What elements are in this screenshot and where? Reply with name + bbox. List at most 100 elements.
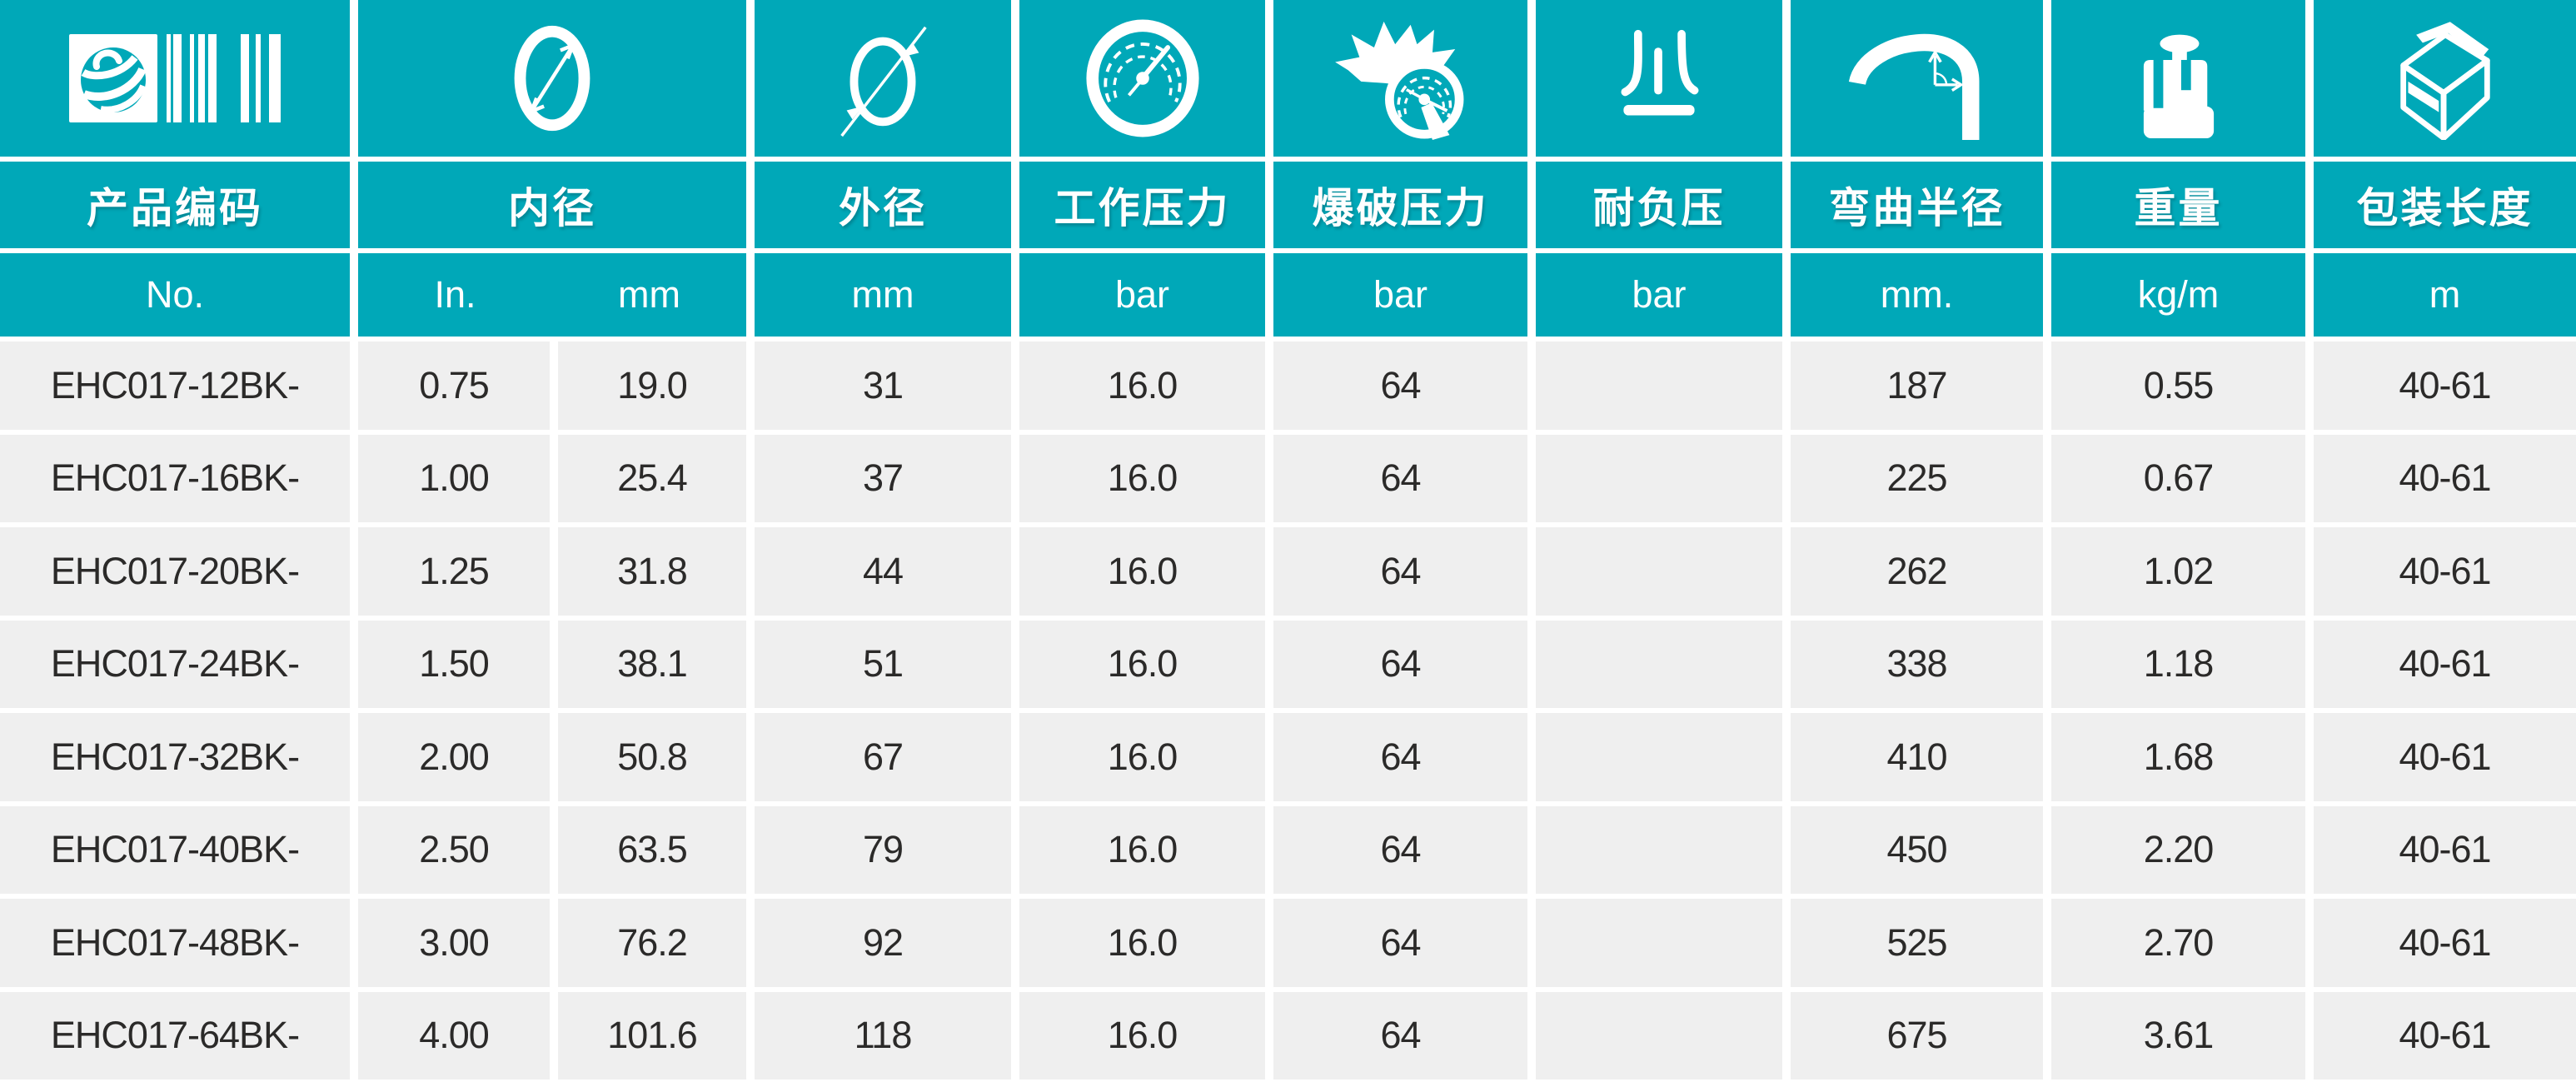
cell-burst-pressure: 64: [1273, 991, 1527, 1080]
cell-vacuum: [1536, 991, 1782, 1080]
unit-cell-mm-od: mm: [755, 253, 1011, 337]
label-cell-product-code: 产品编码: [0, 162, 350, 248]
cell-vacuum: [1536, 713, 1782, 801]
outer-diameter-icon: [840, 26, 927, 137]
icon-cell-outer-diameter: [755, 0, 1011, 157]
cell-product-code: EHC017-12BK-: [0, 342, 350, 430]
icon-cell-package-length: [2314, 0, 2576, 157]
package-length-icon: [2399, 22, 2490, 140]
icon-cell-bend-radius: [1791, 0, 2043, 157]
cell-inner-diameter-in: 2.50: [358, 805, 550, 894]
column-label: 爆破压力: [1312, 185, 1489, 232]
cell-working-pressure: 16.0: [1019, 899, 1265, 987]
inner-diameter-icon: [514, 25, 590, 132]
unit-label: m: [2429, 273, 2461, 316]
cell-bend-radius: 187: [1791, 342, 2043, 430]
icon-cell-working-pressure: [1019, 0, 1265, 157]
cell-inner-diameter-mm: 25.4: [558, 434, 746, 522]
icon-cell-vacuum: [1536, 0, 1782, 157]
logo-barcode-icon: [69, 34, 281, 122]
unit-label: bar: [1114, 273, 1170, 316]
cell-vacuum: [1536, 342, 1782, 430]
cell-inner-diameter-in: 0.75: [358, 342, 550, 430]
unit-label: mm: [618, 273, 680, 316]
cell-bend-radius: 525: [1791, 899, 2043, 987]
cell-working-pressure: 16.0: [1019, 342, 1265, 430]
cell-product-code: EHC017-24BK-: [0, 620, 350, 708]
cell-vacuum: [1536, 805, 1782, 894]
label-cell-burst-pressure: 爆破压力: [1273, 162, 1527, 248]
cell-working-pressure: 16.0: [1019, 713, 1265, 801]
cell-product-code: EHC017-48BK-: [0, 899, 350, 987]
cell-bend-radius: 450: [1791, 805, 2043, 894]
cell-inner-diameter-in: 1.50: [358, 620, 550, 708]
icon-cell-burst-pressure: [1273, 0, 1527, 157]
column-label: 产品编码: [87, 185, 263, 232]
cell-weight: 1.18: [2051, 620, 2305, 708]
cell-inner-diameter-mm: 38.1: [558, 620, 746, 708]
cell-package-length: 40-61: [2314, 805, 2576, 894]
cell-working-pressure: 16.0: [1019, 991, 1265, 1080]
cell-vacuum: [1536, 899, 1782, 987]
cell-weight: 1.68: [2051, 713, 2305, 801]
cell-weight: 0.55: [2051, 342, 2305, 430]
cell-package-length: 40-61: [2314, 620, 2576, 708]
cell-working-pressure: 16.0: [1019, 434, 1265, 522]
cell-weight: 2.20: [2051, 805, 2305, 894]
cell-inner-diameter-in: 2.00: [358, 713, 550, 801]
cell-inner-diameter-mm: 50.8: [558, 713, 746, 801]
cell-burst-pressure: 64: [1273, 527, 1527, 616]
burst-pressure-gauge-icon: [1334, 21, 1463, 140]
icon-cell-inner-diameter: [358, 0, 746, 157]
cell-inner-diameter-in: 3.00: [358, 899, 550, 987]
cell-weight: 1.02: [2051, 527, 2305, 616]
cell-outer-diameter-mm: 118: [755, 991, 1011, 1080]
cell-bend-radius: 410: [1791, 713, 2043, 801]
cell-vacuum: [1536, 434, 1782, 522]
unit-cell-inner-diameter: In. mm: [358, 253, 746, 337]
cell-burst-pressure: 64: [1273, 434, 1527, 522]
unit-label: mm: [851, 273, 914, 316]
column-label: 耐负压: [1592, 185, 1726, 232]
cell-outer-diameter-mm: 31: [755, 342, 1011, 430]
column-label: 工作压力: [1054, 185, 1231, 232]
unit-label: In.: [434, 273, 476, 316]
unit-cell-mm-bend: mm.: [1791, 253, 2043, 337]
cell-weight: 0.67: [2051, 434, 2305, 522]
column-label: 重量: [2134, 185, 2223, 232]
cell-inner-diameter-in: 1.00: [358, 434, 550, 522]
unit-label: kg/m: [2137, 273, 2220, 316]
cell-package-length: 40-61: [2314, 434, 2576, 522]
cell-package-length: 40-61: [2314, 527, 2576, 616]
column-label: 内径: [508, 185, 596, 232]
cell-weight: 3.61: [2051, 991, 2305, 1080]
cell-outer-diameter-mm: 79: [755, 805, 1011, 894]
unit-label: bar: [1632, 273, 1687, 316]
unit-cell-bar-burst: bar: [1273, 253, 1527, 337]
cell-package-length: 40-61: [2314, 899, 2576, 987]
cell-working-pressure: 16.0: [1019, 527, 1265, 616]
label-cell-package-length: 包装长度: [2314, 162, 2576, 248]
vacuum-resistance-icon: [1621, 29, 1699, 116]
cell-inner-diameter-mm: 63.5: [558, 805, 746, 894]
cell-burst-pressure: 64: [1273, 342, 1527, 430]
weight-icon: [2143, 34, 2214, 138]
cell-product-code: EHC017-64BK-: [0, 991, 350, 1080]
cell-vacuum: [1536, 527, 1782, 616]
unit-label: mm.: [1880, 273, 1954, 316]
label-cell-inner-diameter: 内径: [358, 162, 746, 248]
label-cell-bend-radius: 弯曲半径: [1791, 162, 2043, 248]
cell-product-code: EHC017-32BK-: [0, 713, 350, 801]
cell-product-code: EHC017-16BK-: [0, 434, 350, 522]
cell-inner-diameter-mm: 19.0: [558, 342, 746, 430]
cell-outer-diameter-mm: 44: [755, 527, 1011, 616]
cell-inner-diameter-mm: 101.6: [558, 991, 746, 1080]
cell-product-code: EHC017-40BK-: [0, 805, 350, 894]
cell-outer-diameter-mm: 92: [755, 899, 1011, 987]
cell-burst-pressure: 64: [1273, 713, 1527, 801]
icon-cell-weight: [2051, 0, 2305, 157]
unit-cell-m: m: [2314, 253, 2576, 337]
unit-cell-bar-vacuum: bar: [1536, 253, 1782, 337]
unit-label: No.: [145, 273, 205, 316]
